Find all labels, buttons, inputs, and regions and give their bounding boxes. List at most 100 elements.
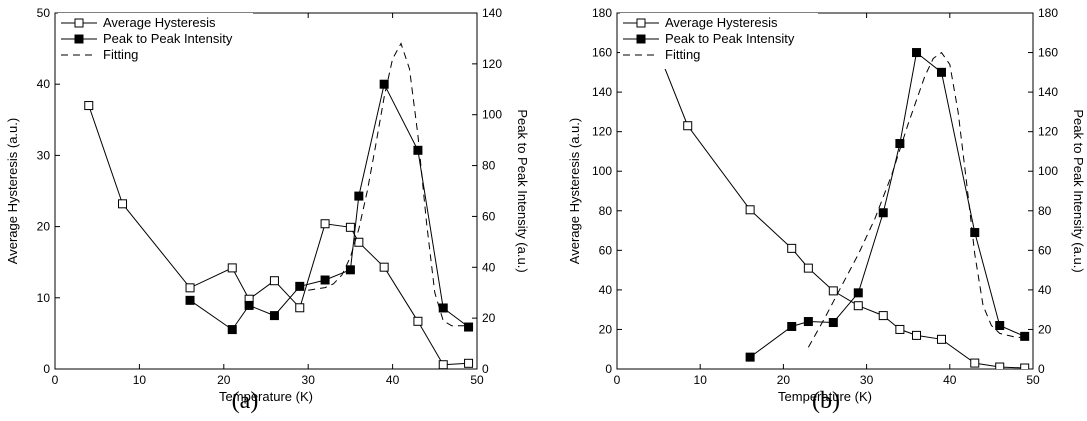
y-right-tick-label: 120 [482,57,502,71]
series-line-average-hysteresis [88,105,469,366]
x-axis-label: Temperature (K) [219,389,313,404]
data-point-average-hysteresis [803,263,813,273]
y-tick-label: 40 [37,77,51,91]
data-point-average-hysteresis [118,199,128,209]
y-tick-label: 120 [592,125,612,139]
data-point-average-hysteresis [970,358,980,368]
y-right-tick-label: 60 [482,209,496,223]
data-point-average-hysteresis [995,362,1005,369]
y-right-tick-label: 100 [1038,164,1058,178]
data-point-average-hysteresis [787,243,797,253]
data-point-average-hysteresis [683,121,693,131]
data-point-peak-to-peak-intensity [853,288,863,298]
data-point-average-hysteresis [912,330,922,340]
x-tick-label: 40 [386,373,400,387]
chart-a: 0 10 20 30 40 5001020304050020406080100120140… [5,6,530,414]
y-tick-label: 180 [592,6,612,20]
x-tick-label: 0 [52,373,59,387]
y-tick-label: 0 [43,362,50,376]
legend-marker [636,34,646,44]
data-point-peak-to-peak-intensity [354,191,364,201]
data-point-average-hysteresis [1020,363,1030,369]
data-point-average-hysteresis [853,301,863,311]
data-point-peak-to-peak-intensity [345,265,355,275]
legend-label: Peak to Peak Intensity [665,31,795,46]
data-point-peak-to-peak-intensity [379,79,389,89]
data-point-average-hysteresis [878,311,888,321]
data-point-average-hysteresis [895,324,905,334]
y-right-tick-label: 140 [1038,85,1058,99]
x-tick-label: 50 [470,373,484,387]
data-point-peak-to-peak-intensity [269,311,279,321]
legend-item: Peak to Peak Intensity [623,31,795,46]
chart-caption: (a) [232,388,259,414]
series-line-peak-to-peak-intensity [189,82,469,331]
legend-background [620,13,818,69]
y-right-tick-label: 180 [1038,6,1058,20]
y-right-tick-label: 60 [1038,243,1052,257]
data-point-peak-to-peak-intensity [464,322,474,332]
data-point-peak-to-peak-intensity [295,281,305,291]
legend-marker [74,18,84,28]
series-line-fitting [807,51,1025,348]
data-point-average-hysteresis [345,222,355,232]
legend-marker [74,34,84,44]
legend-item: Average Hysteresis [623,15,778,30]
data-point-peak-to-peak-intensity [185,295,195,305]
data-point-average-hysteresis [745,205,755,215]
y-tick-label: 10 [37,291,51,305]
y-right-axis-label: Peak to Peak Intensity (a.u.) [515,109,530,272]
y-right-tick-label: 0 [1038,362,1045,376]
plot-frame [54,12,478,370]
y-right-axis-label: Peak to Peak Intensity (a.u.) [1071,109,1086,272]
data-point-peak-to-peak-intensity [244,300,254,310]
x-tick-label: 0 [614,373,621,387]
legend-label: Average Hysteresis [103,15,216,30]
data-point-peak-to-peak-intensity [912,48,922,58]
y-tick-label: 100 [592,164,612,178]
legend-item: Average Hysteresis [61,15,216,30]
data-point-average-hysteresis [295,303,305,313]
series-line-fitting [308,42,469,327]
x-axis-label: Temperature (K) [778,389,872,404]
data-point-peak-to-peak-intensity [895,139,905,149]
y-right-tick-label: 0 [482,362,489,376]
data-point-peak-to-peak-intensity [878,208,888,218]
data-point-peak-to-peak-intensity [995,320,1005,330]
data-point-peak-to-peak-intensity [227,325,237,335]
y-tick-label: 80 [599,204,613,218]
data-point-average-hysteresis [413,316,423,326]
x-tick-label: 10 [694,373,708,387]
legend-label: Peak to Peak Intensity [103,31,233,46]
data-point-peak-to-peak-intensity [320,275,330,285]
data-point-average-hysteresis [936,334,946,344]
y-right-tick-label: 100 [482,108,502,122]
data-point-average-hysteresis [185,283,195,293]
legend-label: Fitting [103,47,138,62]
y-tick-label: 60 [599,243,613,257]
data-point-average-hysteresis [379,262,389,272]
y-tick-label: 40 [599,283,613,297]
y-right-tick-label: 20 [482,311,496,325]
x-tick-label: 10 [133,373,147,387]
y-right-tick-label: 20 [1038,322,1052,336]
y-tick-label: 140 [592,85,612,99]
y-axis-label: Average Hysteresis (a.u.) [567,118,582,264]
y-axis-label: Average Hysteresis (a.u.) [5,118,20,264]
y-right-tick-label: 140 [482,6,502,20]
legend-label: Fitting [665,47,700,62]
data-point-average-hysteresis [84,101,94,111]
data-point-peak-to-peak-intensity [1020,331,1030,341]
x-tick-label: 20 [777,373,791,387]
data-point-peak-to-peak-intensity [803,317,813,327]
data-point-average-hysteresis [227,263,237,273]
plot-frame [616,12,1034,370]
data-point-peak-to-peak-intensity [787,321,797,331]
y-right-tick-label: 120 [1038,125,1058,139]
chart-b: 0 10 20 30 40 5002040608010012014016018002040… [567,6,1086,414]
series-line-average-hysteresis [658,52,1025,369]
y-tick-label: 20 [37,220,51,234]
y-right-tick-label: 80 [1038,204,1052,218]
